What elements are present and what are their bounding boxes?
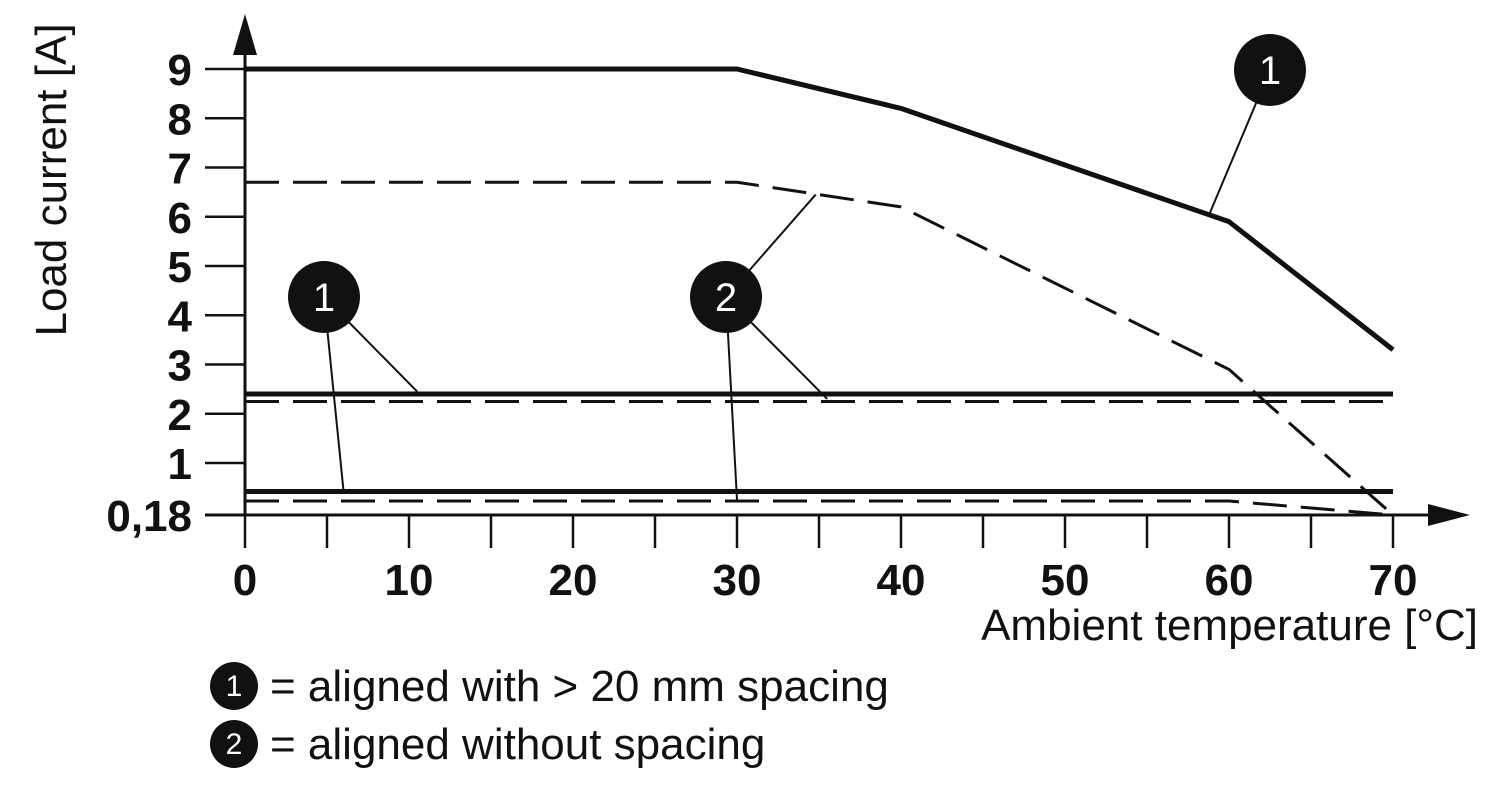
y-tick-label: 4 <box>168 292 193 341</box>
legend-item-text: = aligned with > 20 mm spacing <box>270 662 889 711</box>
series-line-1-solid <box>245 66 1395 352</box>
y-tick-label: 5 <box>168 243 192 292</box>
y-tick-label: 0,18 <box>106 492 192 541</box>
series-layer <box>245 66 1395 517</box>
x-tick-label: 20 <box>549 556 598 605</box>
legend: 1 = aligned with > 20 mm spacing 2 = aligne… <box>210 662 889 769</box>
legend-badge-label: 2 <box>226 728 243 761</box>
x-axis-label: Ambient temperature [°C] <box>981 601 1478 650</box>
y-axis-label: Load current [A] <box>27 23 76 336</box>
legend-item-text: = aligned without spacing <box>270 720 765 769</box>
callout-badge-label: 1 <box>313 276 335 320</box>
legend-badge-label: 1 <box>226 670 243 703</box>
callout-badge-label: 2 <box>715 276 737 320</box>
x-axis-arrow <box>1428 504 1470 526</box>
x-tick-label: 10 <box>385 556 434 605</box>
y-tick-label: 1 <box>168 440 192 489</box>
x-tick-label: 50 <box>1041 556 1090 605</box>
callout-badge <box>288 261 360 333</box>
y-tick-label: 9 <box>168 46 192 95</box>
y-tick-label: 7 <box>168 145 192 194</box>
series-line-2-dashed <box>245 180 1394 517</box>
x-tick-label: 40 <box>877 556 926 605</box>
y-tick-label: 3 <box>168 342 192 391</box>
y-tick-label: 6 <box>168 194 192 243</box>
series-line-6-dashed <box>245 499 1394 517</box>
legend-badge <box>210 662 258 710</box>
y-tick-label: 2 <box>168 391 192 440</box>
y-tick-label: 8 <box>168 95 192 144</box>
callouts: 1 2 1 <box>288 34 1306 500</box>
callout-badge <box>690 261 762 333</box>
callout-badge-label: 1 <box>1259 49 1281 93</box>
y-axis-arrow <box>233 14 257 55</box>
x-tick-label: 60 <box>1205 556 1254 605</box>
callout-badge <box>1234 34 1306 106</box>
legend-badge <box>210 720 258 768</box>
x-tick-label: 30 <box>713 556 762 605</box>
x-tick-label: 70 <box>1369 556 1418 605</box>
x-tick-label: 0 <box>233 556 257 605</box>
